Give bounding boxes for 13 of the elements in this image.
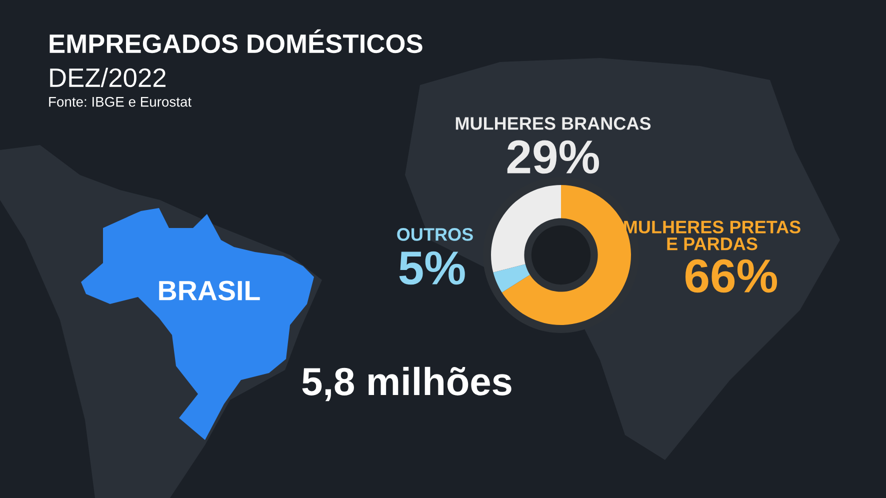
data-label: 29% (507, 140, 600, 174)
slice-label: OUTROS (397, 228, 473, 241)
text: DEZ/2022 (50, 68, 166, 88)
chart-title: EMPREGADOS DOMÉSTICOS (50, 29, 422, 54)
text: BRASIL (159, 280, 260, 300)
slice-label: MULHERES PRETAS E PARDAS (624, 220, 800, 250)
source-note: Fonte: IBGE e Eurostat (49, 96, 192, 107)
data-label: 5% (399, 251, 465, 285)
data-label: 66% (685, 259, 778, 293)
slice-label: MULHERES BRANCAS (456, 117, 651, 130)
text: 5,8 milhões (302, 366, 512, 402)
donut-slice (491, 185, 561, 272)
donut-slice (493, 264, 530, 293)
